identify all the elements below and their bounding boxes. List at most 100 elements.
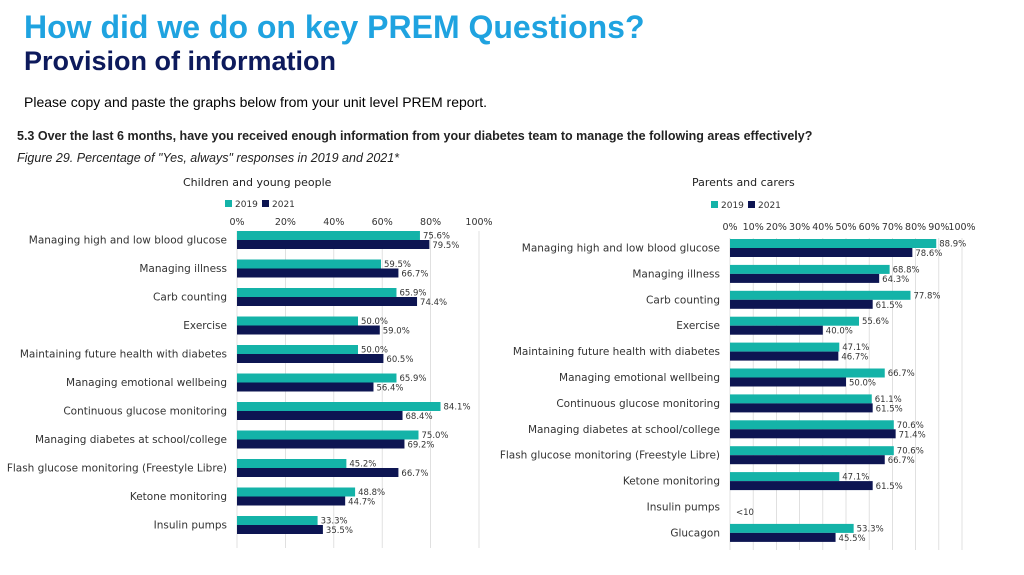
children-legend-label-2019: 2019	[235, 200, 258, 210]
parents-data-label-2021: 45.5%	[839, 534, 866, 544]
children-x-tick-label: 20%	[275, 217, 296, 228]
children-bar-2021	[237, 411, 403, 420]
parents-x-tick-label: 100%	[948, 222, 975, 233]
children-data-label-2019: 75.6%	[423, 232, 450, 242]
parents-bar-2021	[730, 248, 913, 257]
parents-category-label: Managing illness	[632, 268, 720, 280]
parents-legend-swatch-2019	[711, 201, 718, 208]
parents-bar-2019	[730, 290, 911, 300]
children-category-label: Ketone monitoring	[130, 491, 227, 503]
parents-x-tick-label: 30%	[789, 222, 810, 233]
parents-data-label-2021: 64.3%	[882, 275, 909, 285]
children-chart: Children and young people 2019 2021 0% 20% 40…	[7, 176, 493, 548]
parents-data-label-2021: 78.6%	[915, 249, 942, 259]
parents-bar-2019	[730, 472, 840, 482]
instruction-text: Please copy and paste the graphs below f…	[24, 94, 488, 110]
children-legend-swatch-2019	[225, 200, 232, 207]
parents-category-label: Continuous glucose monitoring	[556, 398, 720, 410]
children-category-label: Insulin pumps	[154, 520, 227, 532]
parents-data-label-2019: 66.7%	[888, 369, 915, 379]
parents-bar-2021	[730, 325, 823, 335]
children-category-label: Managing high and low blood glucose	[29, 235, 227, 247]
children-bar-2021	[237, 439, 405, 449]
children-data-label-2019: 50.0%	[361, 317, 388, 327]
children-bar-2021	[237, 496, 346, 506]
parents-data-label-2021: 61.5%	[876, 404, 903, 414]
parents-bar-2019	[730, 446, 894, 456]
children-data-label-2021: 68.4%	[406, 412, 433, 422]
children-bar-2019	[237, 231, 420, 240]
parents-x-tick-label: 0%	[722, 222, 737, 233]
children-data-label-2019: 75.0%	[422, 431, 449, 441]
parents-data-label-2019: 47.1%	[842, 473, 869, 483]
parents-legend-label-2021: 2021	[758, 201, 781, 211]
children-bar-2019	[237, 430, 419, 440]
children-bar-2021	[237, 268, 399, 278]
parents-category-label: Ketone monitoring	[623, 476, 720, 488]
children-x-tick-label: 80%	[420, 217, 441, 228]
parents-bar-2021	[730, 532, 836, 542]
parents-data-label-2021: 71.4%	[899, 430, 926, 440]
parents-data-label-2021: 46.7%	[841, 353, 868, 363]
children-bar-2021	[237, 525, 323, 534]
children-bar-2019	[237, 259, 381, 269]
children-data-label-2021: 66.7%	[401, 270, 428, 280]
parents-data-label-2019: 47.1%	[842, 343, 869, 353]
children-bar-2021	[237, 297, 418, 306]
parents-bar-2019	[730, 368, 885, 378]
figure-caption: Figure 29. Percentage of "Yes, always" r…	[17, 151, 400, 165]
children-bar-2019	[237, 345, 358, 354]
children-data-label-2019: 45.2%	[349, 460, 376, 470]
children-bar-2019	[237, 373, 397, 383]
parents-data-label-2019: 70.6%	[897, 447, 924, 457]
parents-bar-2021	[730, 403, 873, 413]
children-data-label-2021: 69.2%	[407, 441, 434, 451]
parents-category-label: Managing emotional wellbeing	[559, 372, 720, 384]
children-data-label-2021: 60.5%	[386, 355, 413, 365]
slide-title: How did we do on key PREM Questions?	[24, 9, 645, 45]
children-chart-title: Children and young people	[183, 176, 332, 189]
parents-category-label: Glucagon	[670, 527, 720, 539]
parents-x-tick-label: 80%	[905, 222, 926, 233]
children-x-tick-label: 60%	[372, 217, 393, 228]
survey-question: 5.3 Over the last 6 months, have you rec…	[17, 129, 813, 143]
parents-category-label: Flash glucose monitoring (Freestyle Libr…	[500, 450, 720, 462]
parents-data-label-2019: 77.8%	[913, 291, 940, 301]
parents-legend-swatch-2021	[748, 201, 755, 208]
parents-data-label-2019: 53.3%	[857, 524, 884, 534]
parents-data-label-2019: 68.8%	[893, 265, 920, 275]
children-data-label-2019: 65.9%	[399, 374, 426, 384]
parents-category-label: Maintaining future health with diabetes	[513, 346, 720, 358]
parents-suppressed-label: <10	[736, 508, 754, 518]
parents-x-tick-label: 40%	[812, 222, 833, 233]
children-category-label: Continuous glucose monitoring	[63, 406, 227, 418]
children-bar-2019	[237, 516, 318, 525]
children-category-label: Managing emotional wellbeing	[66, 377, 227, 389]
children-data-label-2021: 56.4%	[376, 384, 403, 394]
parents-x-tick-label: 60%	[859, 222, 880, 233]
parents-category-label: Exercise	[676, 320, 720, 332]
children-data-label-2021: 35.5%	[326, 526, 353, 536]
children-data-label-2019: 33.3%	[321, 517, 348, 527]
children-data-label-2019: 59.5%	[384, 260, 411, 270]
parents-data-label-2019: 88.9%	[939, 240, 966, 250]
parents-data-label-2021: 50.0%	[849, 379, 876, 389]
parents-bar-2021	[730, 429, 896, 439]
parents-bar-2021	[730, 481, 873, 491]
parents-data-label-2021: 61.5%	[876, 482, 903, 492]
parents-x-tick-label: 70%	[882, 222, 903, 233]
parents-chart-title: Parents and carers	[692, 176, 795, 189]
children-category-label: Managing diabetes at school/college	[35, 434, 227, 446]
parents-data-label-2019: 70.6%	[897, 421, 924, 431]
parents-x-tick-label: 90%	[928, 222, 949, 233]
children-bar-2019	[237, 402, 441, 411]
children-x-tick-label: 100%	[465, 217, 492, 228]
children-x-tick-label: 0%	[229, 217, 244, 228]
children-data-label-2021: 59.0%	[383, 327, 410, 337]
parents-category-label: Carb counting	[646, 294, 720, 306]
children-bar-2021	[237, 325, 380, 335]
children-bar-2021	[237, 468, 399, 477]
parents-x-tick-label: 50%	[835, 222, 856, 233]
slide-subtitle: Provision of information	[24, 46, 337, 76]
parents-bar-2021	[730, 455, 885, 465]
